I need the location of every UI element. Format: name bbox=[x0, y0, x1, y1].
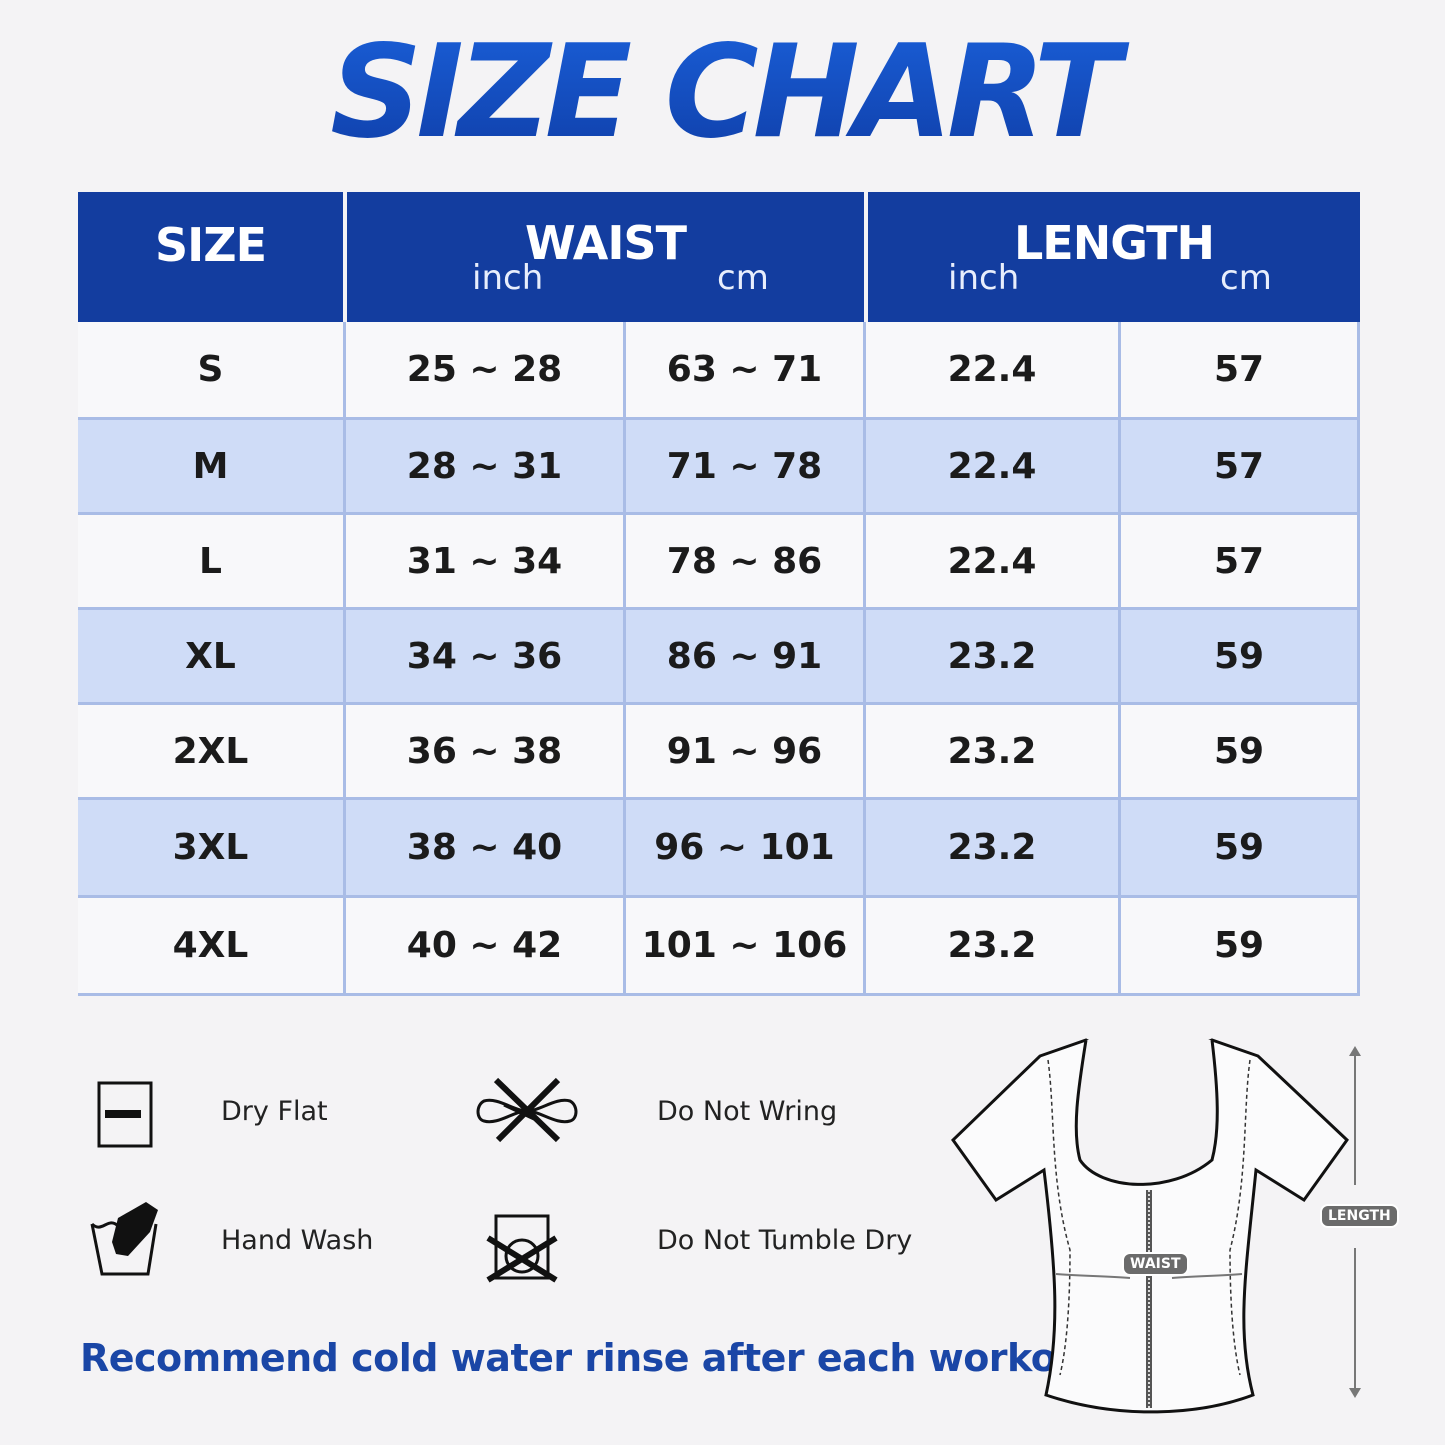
size-cell: M bbox=[78, 420, 346, 515]
care-label: Do Not Tumble Dry bbox=[657, 1225, 913, 1256]
care-note: Recommend cold water rinse after each wo… bbox=[80, 1336, 1115, 1380]
size-table: SIZE WAIST inch cm LENGTH inch cm S 25 ~ … bbox=[78, 192, 1360, 996]
header-length: LENGTH inch cm bbox=[868, 192, 1360, 322]
do-not-wring-icon bbox=[476, 1077, 578, 1143]
header-length-label: LENGTH bbox=[1013, 216, 1215, 270]
value-cell: 28 ~ 31 bbox=[346, 420, 626, 515]
value-cell: 40 ~ 42 bbox=[346, 898, 626, 996]
waist-cm-label: cm bbox=[717, 258, 769, 298]
value-cell: 59 bbox=[1121, 800, 1360, 898]
length-inch-label: inch bbox=[948, 258, 1020, 298]
value-cell: 86 ~ 91 bbox=[626, 610, 866, 705]
value-cell: 57 bbox=[1121, 420, 1360, 515]
size-cell: 2XL bbox=[78, 705, 346, 800]
value-cell: 63 ~ 71 bbox=[626, 322, 866, 420]
value-cell: 23.2 bbox=[866, 705, 1121, 800]
value-cell: 31 ~ 34 bbox=[346, 515, 626, 610]
value-cell: 59 bbox=[1121, 705, 1360, 800]
value-cell: 22.4 bbox=[866, 515, 1121, 610]
size-cell: L bbox=[78, 515, 346, 610]
hand-wash-icon bbox=[90, 1202, 158, 1276]
page-title: SIZE CHART bbox=[0, 18, 1445, 167]
size-cell: S bbox=[78, 322, 346, 420]
value-cell: 23.2 bbox=[866, 800, 1121, 898]
value-cell: 59 bbox=[1121, 610, 1360, 705]
header-waist-label: WAIST bbox=[525, 216, 687, 270]
care-label: Hand Wash bbox=[221, 1225, 374, 1256]
garment-diagram bbox=[951, 1038, 1361, 1414]
size-cell: 4XL bbox=[78, 898, 346, 996]
header-size: SIZE bbox=[78, 192, 343, 322]
value-cell: 57 bbox=[1121, 515, 1360, 610]
value-cell: 59 bbox=[1121, 898, 1360, 996]
header-waist: WAIST inch cm bbox=[347, 192, 864, 322]
value-cell: 57 bbox=[1121, 322, 1360, 420]
value-cell: 23.2 bbox=[866, 898, 1121, 996]
value-cell: 101 ~ 106 bbox=[626, 898, 866, 996]
care-label: Do Not Wring bbox=[657, 1096, 838, 1127]
do-not-tumble-dry-icon bbox=[486, 1214, 558, 1283]
length-label: LENGTH bbox=[1320, 1204, 1399, 1228]
header-size-label: SIZE bbox=[154, 218, 267, 272]
value-cell: 23.2 bbox=[866, 610, 1121, 705]
size-cell: 3XL bbox=[78, 800, 346, 898]
length-cm-label: cm bbox=[1220, 258, 1272, 298]
dry-flat-icon bbox=[97, 1081, 153, 1148]
value-cell: 36 ~ 38 bbox=[346, 705, 626, 800]
value-cell: 22.4 bbox=[866, 420, 1121, 515]
waist-label: WAIST bbox=[1122, 1252, 1189, 1276]
value-cell: 25 ~ 28 bbox=[346, 322, 626, 420]
size-cell: XL bbox=[78, 610, 346, 705]
value-cell: 34 ~ 36 bbox=[346, 610, 626, 705]
value-cell: 96 ~ 101 bbox=[626, 800, 866, 898]
value-cell: 91 ~ 96 bbox=[626, 705, 866, 800]
value-cell: 22.4 bbox=[866, 322, 1121, 420]
value-cell: 38 ~ 40 bbox=[346, 800, 626, 898]
care-label: Dry Flat bbox=[221, 1096, 328, 1127]
value-cell: 78 ~ 86 bbox=[626, 515, 866, 610]
value-cell: 71 ~ 78 bbox=[626, 420, 866, 515]
waist-inch-label: inch bbox=[472, 258, 544, 298]
